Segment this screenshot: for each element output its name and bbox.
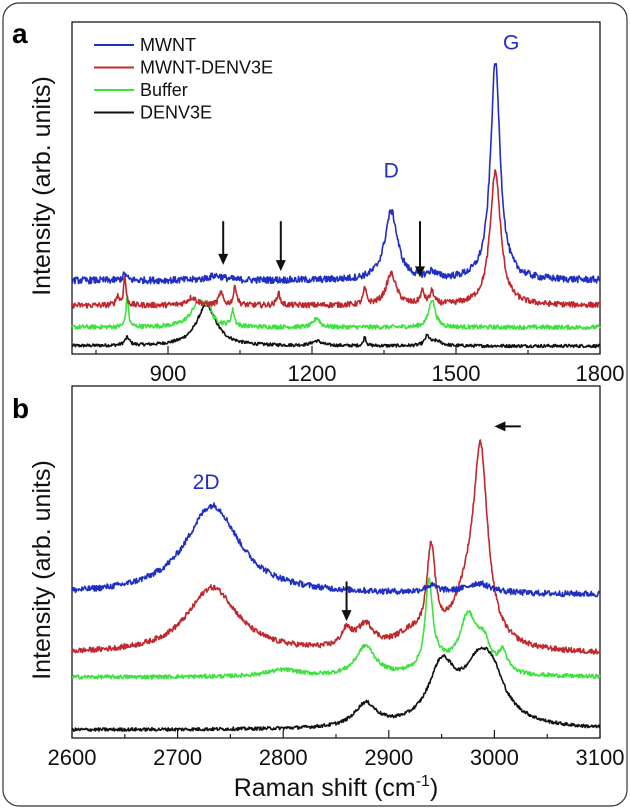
x-axis-label: Raman shift (cm-1) <box>234 773 439 802</box>
x-tick-label: 2700 <box>153 745 202 770</box>
x-tick-label: 900 <box>150 361 187 386</box>
plot-frame-b <box>71 385 601 739</box>
panel-b: b Intensity (arb. units) 2600 2700 2800 290… <box>12 385 625 802</box>
peak-label-g: G <box>503 32 519 55</box>
x-tick-label: 3100 <box>576 745 625 770</box>
legend-entry-mwnt: MWNT <box>140 35 196 55</box>
x-tick-label: 2600 <box>48 745 97 770</box>
arrow-annotation <box>341 581 352 622</box>
x-tick-label: 2900 <box>364 745 413 770</box>
series-buffer <box>71 577 601 680</box>
plot-area-b: 2D <box>71 421 601 732</box>
panel-a: a Intensity (arb. units) MWNT MWNT-DENV3E… <box>12 18 624 386</box>
peak-label-d: D <box>384 160 399 183</box>
series-denv3e <box>71 646 601 732</box>
peak-label-2d: 2D <box>193 471 220 494</box>
x-tick-label: 1800 <box>576 361 625 386</box>
x-axis-b: 2600 2700 2800 2900 3000 3100 <box>48 730 625 770</box>
series-denv3e <box>71 303 601 349</box>
series-mwnt <box>71 502 601 598</box>
x-tick-label: 2800 <box>259 745 308 770</box>
legend-entry-denv3e: DENV3E <box>140 103 212 123</box>
plot-area-a: DG <box>71 32 601 349</box>
legend-entry-mwnt-denv3e: MWNT-DENV3E <box>140 58 273 78</box>
x-tick-label: 1500 <box>432 361 481 386</box>
arrow-annotation <box>494 421 521 432</box>
x-tick-label: 1200 <box>288 361 337 386</box>
x-tick-label: 3000 <box>470 745 519 770</box>
arrow-annotation <box>415 221 425 278</box>
y-axis-label-b: Intensity (arb. units) <box>28 460 56 680</box>
panel-label-a: a <box>12 18 28 49</box>
panel-label-b: b <box>12 393 29 424</box>
arrow-annotation <box>275 221 286 272</box>
series-buffer <box>71 295 601 331</box>
legend-entry-buffer: Buffer <box>140 80 188 100</box>
series-mwnt-denv3e <box>71 439 601 655</box>
plot-frame-a <box>71 21 601 355</box>
series-mwnt <box>71 62 601 285</box>
series-mwnt-denv3e <box>71 169 601 309</box>
x-axis-a: 900 1200 1500 1800 <box>95 346 625 386</box>
arrow-annotation <box>218 221 229 265</box>
y-axis-label-a: Intensity (arb. units) <box>28 76 56 296</box>
